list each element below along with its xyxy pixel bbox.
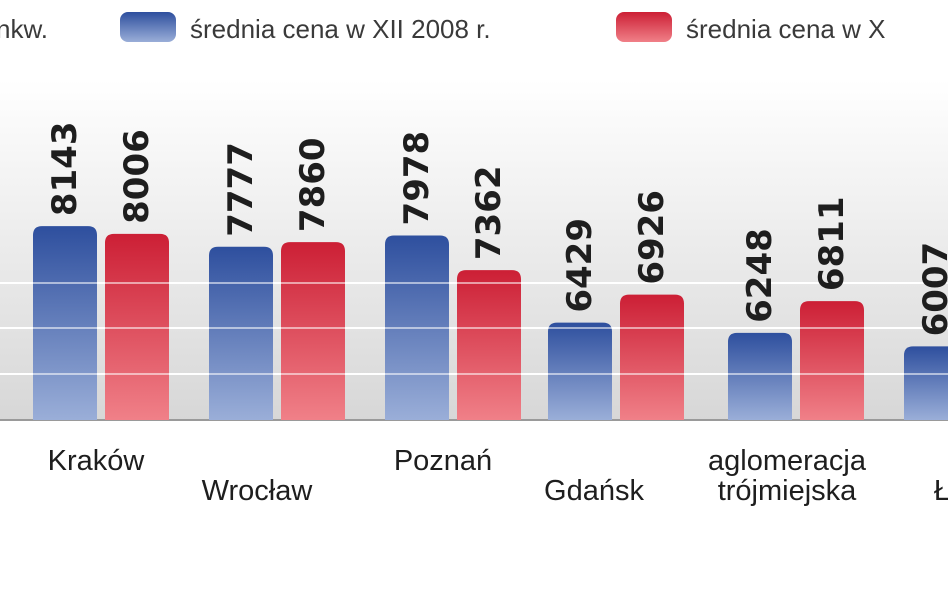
bar-series-2-4 (800, 301, 864, 420)
bar-series-1-5 (904, 346, 948, 420)
bar-series-1-3 (548, 322, 612, 420)
bar-series-2-2 (457, 270, 521, 420)
category-label-4-line-1: trójmiejska (718, 475, 857, 507)
legend-unit-text: nkw. (0, 14, 48, 44)
value-label-series-1-0: 8143 (45, 122, 85, 217)
category-label-5: Ł (934, 475, 948, 507)
bar-series-2-1 (281, 242, 345, 420)
value-label-series-1-5: 6007 (916, 242, 948, 337)
category-labels: Kraków Wrocław Poznań Gdańsk aglomeracjatrój… (48, 445, 948, 507)
bar-series-1-4 (728, 332, 792, 420)
value-label-series-1-3: 6429 (560, 218, 600, 313)
value-label-series-1-2: 7978 (397, 131, 437, 226)
value-label-series-2-0: 8006 (117, 129, 157, 224)
value-label-series-1-4: 6248 (740, 228, 780, 323)
category-label-1: Wrocław (202, 475, 314, 507)
value-label-series-2-1: 7860 (293, 137, 333, 232)
legend: nkw. średnia cena w XII 2008 r. średnia … (0, 12, 885, 44)
legend-swatch-series-1 (120, 12, 176, 42)
category-label-3: Gdańsk (544, 475, 644, 507)
value-label-series-2-2: 7362 (469, 165, 509, 260)
bar-series-2-0 (105, 233, 169, 420)
value-label-series-2-3: 6926 (632, 190, 672, 285)
value-label-series-1-1: 7777 (221, 142, 261, 237)
bar-series-2-3 (620, 294, 684, 420)
bar-series-1-1 (209, 246, 273, 420)
category-label-0: Kraków (48, 445, 146, 477)
legend-swatch-series-2 (616, 12, 672, 42)
bars (33, 226, 948, 420)
category-label-2: Poznań (394, 445, 492, 477)
category-label-4-line-0: aglomeracja (708, 445, 867, 477)
legend-label-series-1: średnia cena w XII 2008 r. (190, 14, 491, 44)
value-label-series-2-4: 6811 (812, 197, 852, 292)
value-labels: 8143 7777 7978 6429 6248 6007 8006 7860 7362 6926… (45, 122, 948, 337)
bar-series-1-0 (33, 226, 97, 420)
legend-label-series-2: średnia cena w X (686, 14, 885, 44)
